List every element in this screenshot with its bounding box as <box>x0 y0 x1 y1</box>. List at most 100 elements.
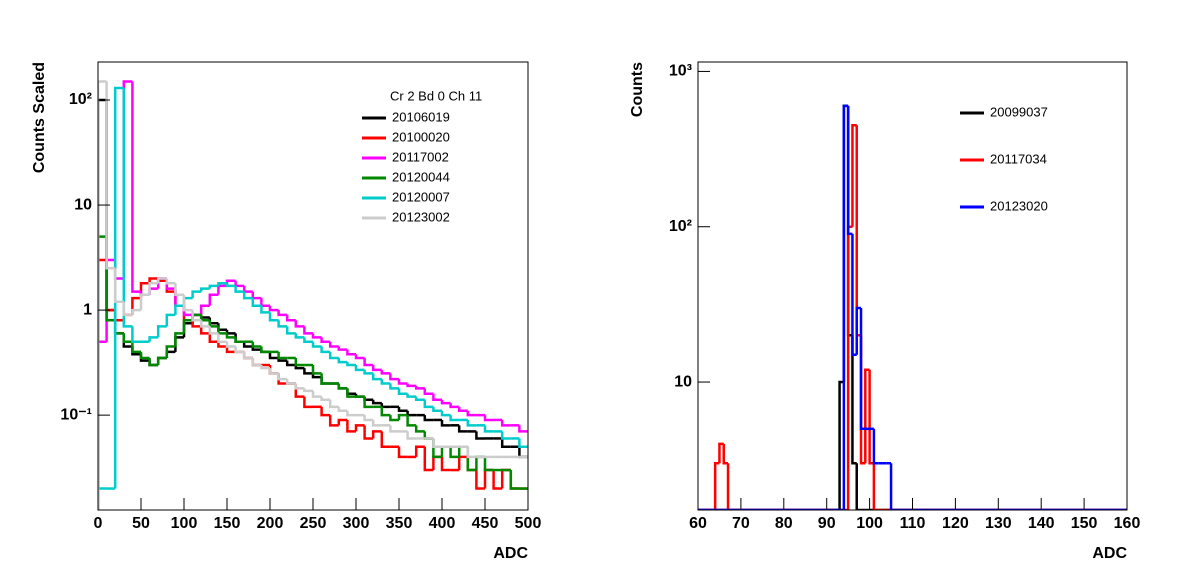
histogram-bin <box>500 438 511 449</box>
histogram-bin <box>423 446 434 472</box>
histogram-bin <box>303 396 313 409</box>
histogram-bin <box>346 362 356 367</box>
histogram-bin <box>148 357 159 367</box>
histogram-bin <box>363 369 374 375</box>
histogram-bin <box>492 470 503 490</box>
histogram-bin <box>337 357 348 364</box>
histogram-bin <box>371 430 382 439</box>
histogram-bin <box>122 333 133 348</box>
histogram-bin <box>122 333 133 343</box>
histogram-bin <box>466 410 477 417</box>
histogram-bin <box>718 442 724 464</box>
histogram-bin <box>726 463 840 510</box>
legend-label: 20117034 <box>990 151 1047 166</box>
histogram-bin <box>277 351 288 360</box>
histogram-bin <box>199 320 210 328</box>
plot-area <box>98 80 528 510</box>
histogram-bin <box>889 463 1127 510</box>
histogram-bin <box>294 333 305 339</box>
histogram-bin <box>346 349 356 356</box>
histogram-bin <box>466 446 477 472</box>
histogram-bin <box>199 304 210 315</box>
histogram-bin <box>208 317 219 325</box>
histogram-bin <box>208 326 219 335</box>
histogram-bin <box>217 284 227 295</box>
histogram-bin <box>98 98 107 510</box>
histogram-bin <box>320 373 331 385</box>
histogram-bin <box>234 337 245 343</box>
histogram-bin <box>139 351 150 360</box>
x-tick-label: 150 <box>214 515 241 532</box>
histogram-bin <box>277 320 288 328</box>
histogram-bin <box>371 365 382 372</box>
histogram-bin <box>113 268 124 304</box>
histogram-bin <box>165 313 176 327</box>
histogram-bin <box>311 341 322 348</box>
histogram-bin <box>251 298 262 307</box>
histogram-bin <box>406 383 417 388</box>
x-tick-label: 110 <box>900 515 926 532</box>
histogram-bin <box>363 425 374 440</box>
legend-label: 20099037 <box>990 104 1048 119</box>
histogram-bin <box>851 124 857 227</box>
histogram-bin <box>260 298 270 307</box>
histogram-bin <box>397 413 408 420</box>
histogram-bin <box>242 291 253 300</box>
histogram-bin <box>432 406 442 413</box>
histogram-bin <box>449 415 460 422</box>
histogram-bin <box>98 258 107 510</box>
histogram-bin <box>182 319 193 334</box>
histogram-bin <box>242 351 253 360</box>
histogram-bin <box>440 419 451 427</box>
histogram-bin <box>303 326 313 335</box>
histogram-bin <box>397 406 408 413</box>
histogram-bin <box>294 320 305 328</box>
histogram-bin <box>346 388 356 395</box>
histogram-bin <box>320 346 331 354</box>
histogram-bin <box>406 415 417 427</box>
histogram-bin <box>380 403 391 409</box>
y-tick-label: 10³ <box>669 63 692 80</box>
histogram-bin <box>380 431 391 449</box>
histogram-bin <box>872 428 879 465</box>
histogram-bin <box>191 290 202 299</box>
histogram-bin <box>354 424 365 432</box>
x-tick-label: 120 <box>942 515 969 532</box>
histogram-bin <box>148 287 159 295</box>
chart-panel: 20099037 20117034 20123020 60 70 80 90 100 110 12… <box>629 61 1140 562</box>
histogram-bin <box>440 399 451 405</box>
histogram-bin <box>225 283 236 288</box>
histogram-bin <box>432 393 442 402</box>
histogram-bin <box>277 373 288 381</box>
y-axis-label: Counts <box>629 62 646 117</box>
histogram-bin <box>354 354 365 360</box>
y-tick-label: 10² <box>669 218 692 235</box>
histogram-bin <box>389 373 399 381</box>
histogram-bin <box>371 373 382 381</box>
histogram-bin <box>363 415 374 422</box>
histogram-bin <box>457 455 468 471</box>
histogram-bin <box>414 396 425 402</box>
histogram-bin <box>174 336 184 352</box>
histogram-bin <box>182 296 193 306</box>
histogram-bin <box>397 446 408 459</box>
histogram-bin <box>328 341 339 348</box>
histogram-bin <box>414 445 425 457</box>
histogram-bin <box>371 419 382 427</box>
histogram-bin <box>113 320 124 335</box>
histogram-bin <box>440 445 451 457</box>
histogram-bin <box>242 285 253 293</box>
histogram-bin <box>234 285 245 293</box>
histogram-bin <box>303 337 313 343</box>
histogram-bin <box>354 365 365 372</box>
histogram-bin <box>414 385 425 390</box>
histogram-bin <box>294 383 305 390</box>
histogram-bin <box>174 288 184 307</box>
histogram-bin <box>148 282 159 295</box>
histogram-bin <box>518 425 528 433</box>
histogram-bin <box>509 470 520 490</box>
histogram-bin <box>337 383 348 390</box>
histogram-bin <box>320 337 331 343</box>
histogram-bin <box>855 306 862 355</box>
histogram-bin <box>346 419 356 433</box>
